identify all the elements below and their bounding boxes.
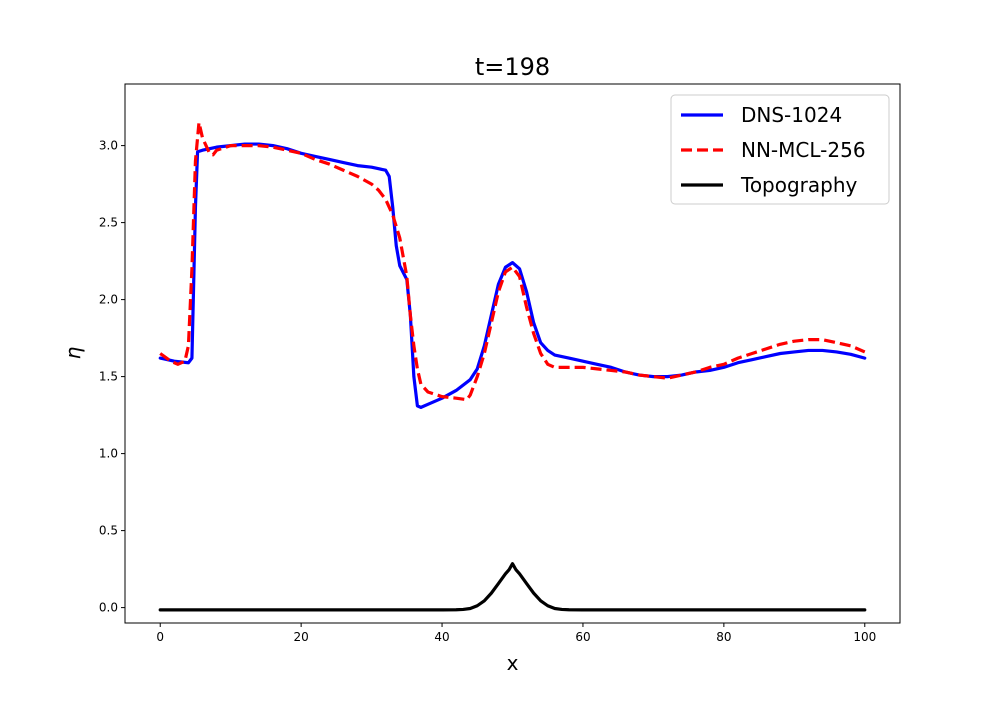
x-axis-label: x [507, 651, 519, 675]
plot-frame [124, 83, 901, 624]
legend-box [670, 94, 890, 205]
y-tick-label: 1.0 [99, 447, 118, 461]
chart-title: t=198 [475, 53, 550, 81]
x-axis-ticks: 0 20 40 60 80 100 [156, 623, 876, 644]
y-axis-label: η [61, 346, 85, 359]
y-tick-label: 0.5 [99, 524, 118, 538]
x-tick-label: 40 [434, 630, 449, 644]
legend-label: DNS-1024 [741, 103, 842, 127]
x-tick-label: 60 [575, 630, 590, 644]
y-axis-ticks: 0.0 0.5 1.0 1.5 2.0 2.5 3.0 [99, 139, 125, 615]
y-tick-label: 2.0 [99, 293, 118, 307]
x-tick-label: 0 [156, 630, 164, 644]
legend-label: Topography [740, 173, 858, 197]
x-tick-label: 80 [716, 630, 731, 644]
series-layer [158, 120, 867, 612]
y-tick-label: 0.0 [99, 601, 118, 615]
legend: DNS-1024 NN-MCL-256 Topography [670, 94, 890, 205]
series-line-topography [158, 562, 867, 612]
series-line-nn-mcl-256 [159, 120, 866, 402]
y-tick-label: 1.5 [99, 370, 118, 384]
y-tick-label: 3.0 [99, 139, 118, 153]
x-tick-label: 20 [293, 630, 308, 644]
y-tick-label: 2.5 [99, 216, 118, 230]
x-tick-label: 100 [853, 630, 876, 644]
legend-label: NN-MCL-256 [741, 138, 866, 162]
